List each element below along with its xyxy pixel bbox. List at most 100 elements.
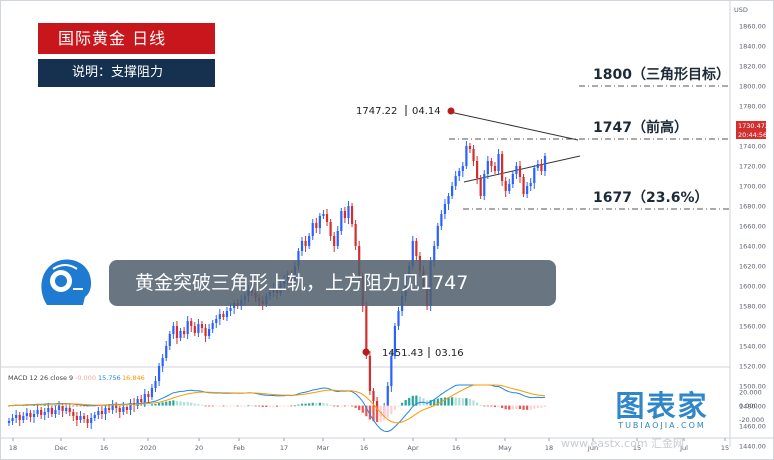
candle-body	[308, 236, 311, 246]
candle-body	[47, 408, 50, 412]
candle-body	[50, 408, 53, 414]
time-tick-label: 20	[195, 444, 203, 452]
candle-body	[218, 314, 221, 319]
candle-body	[300, 241, 304, 251]
macd-histogram-bar	[175, 400, 179, 406]
candle-body	[222, 314, 225, 317]
macd-histogram-bar	[107, 405, 111, 407]
macd-histogram-bar	[322, 402, 325, 406]
time-tick-label: Dec	[55, 444, 68, 452]
macd-histogram-bar	[125, 405, 129, 407]
macd-histogram-bar	[247, 405, 250, 407]
candle-body	[186, 321, 189, 334]
time-tick-label: 18	[9, 444, 17, 452]
macd-histogram-bar	[433, 399, 436, 406]
macd-histogram-bar	[365, 405, 368, 417]
candle-body	[100, 411, 104, 414]
price-tick-label: 1680.00	[739, 203, 766, 211]
price-tick-label: 1840.00	[739, 43, 766, 51]
candle-body	[129, 403, 132, 410]
macd-readout-signal: 16.846	[122, 374, 145, 382]
macd-histogram-bar	[404, 399, 407, 406]
macd-histogram-bar	[115, 405, 118, 406]
candle-body	[197, 324, 200, 333]
macd-histogram-bar	[54, 405, 57, 406]
candle-body	[365, 306, 368, 356]
candle-body	[540, 164, 543, 171]
macd-histogram-bar	[186, 402, 189, 406]
price-tick-label: 1860.00	[739, 23, 766, 31]
macd-histogram-bar	[136, 404, 139, 406]
price-tick-label: 1820.00	[739, 63, 766, 71]
macd-histogram-bar	[65, 405, 68, 406]
price-tick-label: 1560.00	[739, 323, 766, 331]
candle-body	[97, 411, 100, 415]
macd-histogram-bar	[372, 405, 375, 422]
candle-body	[150, 388, 154, 397]
candle-body	[204, 328, 207, 336]
candle-body	[118, 408, 121, 412]
macd-histogram-bar	[315, 402, 318, 406]
candle-body	[193, 326, 196, 333]
candle-body	[136, 399, 139, 406]
candle-body	[93, 415, 96, 418]
candle-body	[140, 399, 143, 402]
candle-body	[211, 323, 214, 329]
candle-body	[297, 251, 300, 266]
level-label-1677: 1677（23.6%）	[593, 190, 709, 206]
macd-histogram-bar	[386, 405, 389, 418]
candle-body	[7, 421, 11, 423]
candle-body	[75, 416, 79, 420]
macd-histogram-bar	[104, 405, 107, 407]
candle-body	[501, 154, 504, 181]
candle-body	[333, 236, 336, 246]
macd-histogram-bar	[483, 405, 486, 407]
candle-body	[179, 331, 182, 338]
candle-body	[486, 161, 489, 174]
currency-label: USD	[734, 6, 748, 14]
macd-histogram-bar	[379, 405, 382, 422]
macd-histogram-bar	[47, 404, 50, 406]
macd-histogram-bar	[68, 405, 71, 407]
candle-body	[311, 223, 314, 236]
candle-body	[336, 231, 339, 246]
macd-histogram-bar	[111, 405, 114, 406]
macd-histogram-bar	[268, 405, 271, 407]
macd-histogram-bar	[154, 403, 157, 406]
macd-histogram-bar	[354, 405, 357, 408]
macd-histogram-bar	[454, 397, 457, 406]
candle-body	[386, 386, 389, 406]
macd-tick-label: 0.000	[739, 402, 758, 410]
current-price-value: 1730.472	[738, 122, 769, 130]
level-label-1747: 1747（前高）	[593, 119, 688, 136]
macd-histogram-bar	[347, 405, 350, 407]
high-marker	[447, 107, 455, 115]
candle-body	[86, 419, 89, 423]
macd-histogram-bar	[515, 405, 518, 409]
candle-body	[479, 178, 482, 196]
time-tick-label: 18	[545, 444, 553, 452]
candle-body	[79, 416, 82, 420]
candle-body	[172, 326, 175, 334]
macd-histogram-bar	[32, 405, 36, 406]
macd-histogram-bar	[207, 405, 211, 407]
macd-histogram-bar	[143, 404, 146, 406]
candle-body	[61, 406, 64, 411]
macd-histogram-bar	[497, 405, 500, 407]
candle-body	[36, 410, 39, 414]
price-tick-label: 1440.00	[739, 443, 766, 451]
macd-histogram-bar	[275, 405, 279, 407]
macd-histogram-bar	[397, 405, 400, 407]
candle-body	[454, 176, 457, 186]
macd-histogram-bar	[43, 405, 46, 406]
macd-histogram-bar	[393, 405, 397, 410]
macd-histogram-bar	[311, 402, 314, 406]
candle-body	[543, 156, 547, 171]
candle-body	[522, 177, 525, 194]
candle-body	[533, 168, 536, 183]
macd-histogram-bar	[229, 405, 232, 407]
macd-histogram-bar	[283, 405, 286, 407]
candle-body	[229, 308, 232, 311]
time-tick-label: Jul	[679, 444, 688, 452]
price-tick-label: 1460.00	[739, 423, 766, 431]
